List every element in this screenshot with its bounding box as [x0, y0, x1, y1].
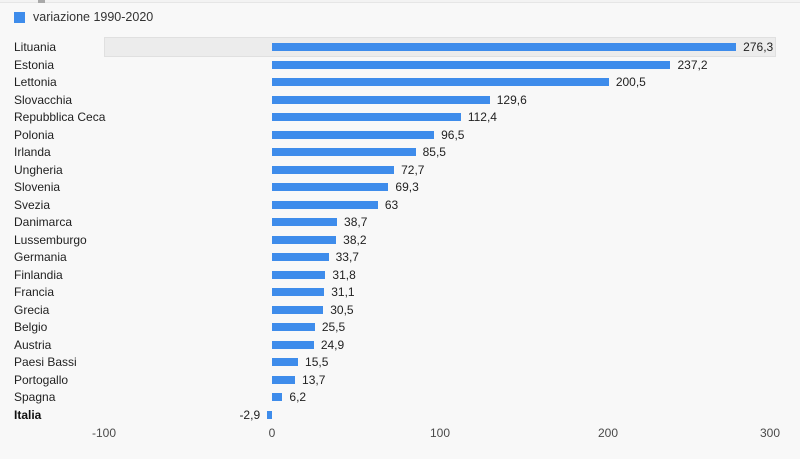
bar[interactable]: [272, 95, 490, 104]
category-label: Slovenia: [14, 180, 61, 194]
value-label: 85,5: [422, 145, 446, 159]
category-label: Slovacchia: [14, 92, 73, 107]
value-label: 30,5: [330, 302, 354, 317]
value-label: 38,7: [344, 215, 368, 229]
top-edge-mark: [38, 0, 45, 3]
bar[interactable]: [272, 183, 389, 191]
value-label: 69,3: [395, 180, 419, 194]
x-axis-tick-label: 100: [429, 426, 451, 440]
bar[interactable]: [272, 340, 314, 349]
value-label: 200,5: [615, 75, 646, 89]
value-label: 24,9: [320, 337, 345, 352]
category-label: Lettonia: [14, 75, 57, 89]
value-label: 31,8: [332, 267, 356, 282]
category-label: Lussemburgo: [14, 232, 87, 247]
category-label: Francia: [14, 285, 55, 299]
category-label: Portogallo: [14, 372, 69, 387]
bar[interactable]: [272, 235, 337, 244]
category-label: Ungheria: [14, 162, 63, 177]
x-axis-tick-label: -100: [91, 426, 117, 440]
category-label: Spagna: [14, 390, 56, 404]
x-axis-tick-label: 0: [268, 426, 276, 440]
bar[interactable]: [267, 410, 272, 419]
top-border: [0, 0, 800, 3]
category-label: Lituania: [14, 40, 57, 54]
category-label: Italia: [14, 407, 42, 422]
category-label: Germania: [14, 250, 67, 264]
value-label: 6,2: [289, 390, 307, 404]
bar[interactable]: [272, 305, 324, 314]
category-label: Irlanda: [14, 145, 51, 159]
value-label: 96,5: [441, 127, 465, 142]
value-label: 31,1: [331, 285, 355, 299]
value-label: 129,6: [496, 92, 527, 107]
legend-swatch-icon: [14, 12, 25, 23]
value-label: 25,5: [321, 320, 346, 334]
value-label: 276,3: [743, 40, 774, 54]
bar[interactable]: [272, 78, 609, 86]
bar[interactable]: [272, 253, 329, 261]
bar[interactable]: [272, 60, 671, 69]
bar[interactable]: [272, 43, 737, 51]
value-label: 33,7: [335, 250, 359, 264]
bar[interactable]: [272, 393, 283, 401]
category-label: Paesi Bassi: [14, 355, 77, 369]
bar[interactable]: [272, 200, 378, 209]
x-axis-tick-label: 200: [597, 426, 619, 440]
value-label: 112,4: [467, 110, 497, 124]
bar[interactable]: [272, 113, 461, 121]
bar[interactable]: [272, 165, 395, 174]
value-label: -2,9: [239, 407, 261, 422]
category-label: Belgio: [14, 320, 48, 334]
bar[interactable]: [272, 323, 315, 331]
bar[interactable]: [272, 375, 296, 384]
bar[interactable]: [272, 270, 326, 279]
value-label: 38,2: [343, 232, 367, 247]
legend-label: variazione 1990-2020: [33, 10, 154, 24]
category-label: Finlandia: [14, 267, 63, 282]
category-label: Estonia: [14, 57, 55, 72]
category-label: Repubblica Ceca: [14, 110, 106, 124]
category-label: Grecia: [14, 302, 50, 317]
bar[interactable]: [272, 148, 416, 156]
category-label: Danimarca: [14, 215, 73, 229]
value-label: 72,7: [401, 162, 425, 177]
value-label: 63: [384, 197, 399, 212]
category-label: Austria: [14, 337, 52, 352]
category-label: Polonia: [14, 127, 55, 142]
x-axis-tick-label: 300: [759, 426, 781, 440]
value-label: 237,2: [677, 57, 708, 72]
value-label: 13,7: [302, 372, 326, 387]
category-label: Svezia: [14, 197, 51, 212]
bar[interactable]: [272, 288, 325, 296]
bar[interactable]: [272, 130, 435, 139]
legend-item[interactable]: variazione 1990-2020: [14, 11, 153, 24]
value-label: 15,5: [305, 355, 329, 369]
bar[interactable]: [272, 358, 299, 366]
bar[interactable]: [272, 218, 338, 226]
